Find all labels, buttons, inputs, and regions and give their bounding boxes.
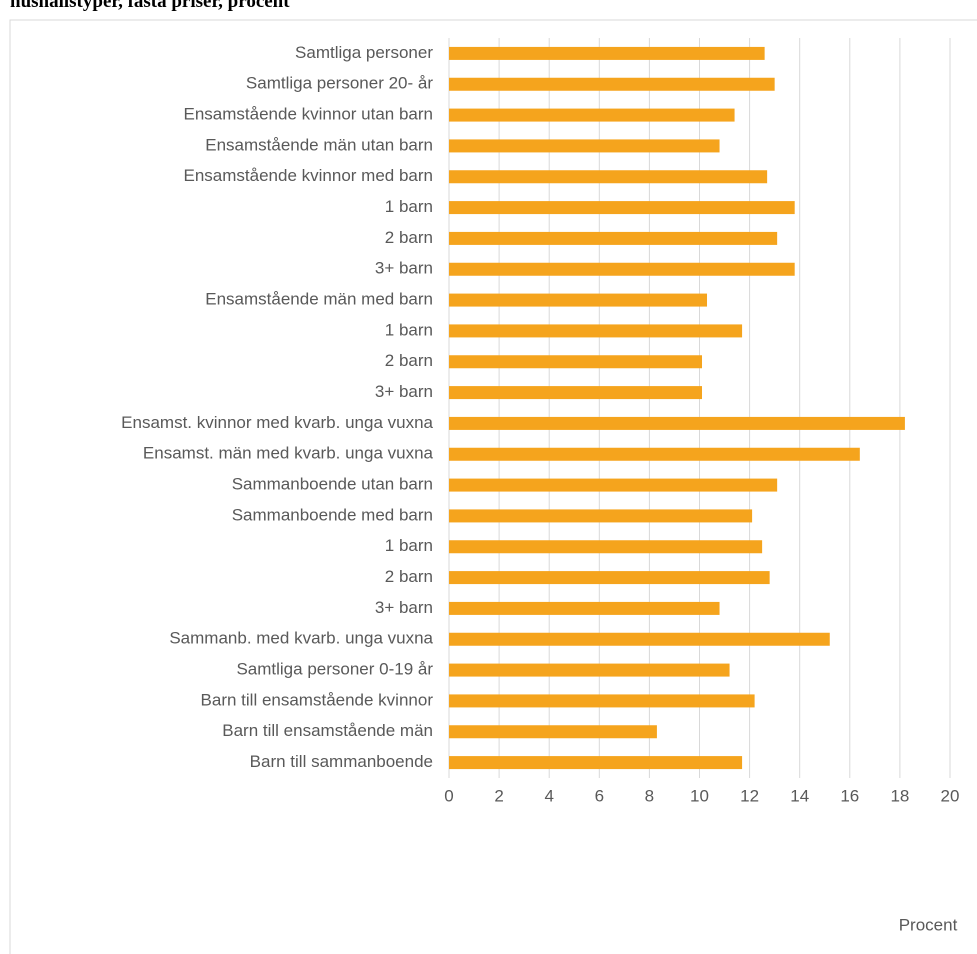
bar bbox=[449, 509, 753, 523]
y-tick-label: Sammanboende utan barn bbox=[232, 475, 433, 494]
bar bbox=[449, 663, 730, 677]
y-tick-label: 2 barn bbox=[385, 567, 433, 586]
y-tick-label: Ensamstående män med barn bbox=[205, 290, 433, 309]
x-tick-label: 4 bbox=[544, 786, 553, 805]
y-tick-label: Sammanboende med barn bbox=[232, 505, 433, 524]
bar bbox=[449, 540, 763, 554]
y-tick-label: Ensamstående kvinnor med barn bbox=[184, 166, 433, 185]
bar bbox=[449, 231, 778, 245]
bar bbox=[449, 571, 770, 585]
x-tick-label: 10 bbox=[690, 786, 709, 805]
x-tick-label: 18 bbox=[890, 786, 909, 805]
y-tick-label: 1 barn bbox=[385, 320, 433, 339]
x-tick-label: 6 bbox=[595, 786, 604, 805]
y-tick-label: 2 barn bbox=[385, 228, 433, 247]
y-tick-label: 1 barn bbox=[385, 536, 433, 555]
bar bbox=[449, 46, 765, 60]
y-tick-label: 3+ barn bbox=[375, 259, 433, 278]
bar bbox=[449, 725, 657, 739]
bar bbox=[449, 201, 795, 215]
x-tick-label: 2 bbox=[494, 786, 503, 805]
bar bbox=[449, 355, 703, 369]
y-tick-label: Samtliga personer bbox=[295, 43, 433, 62]
bar bbox=[449, 632, 830, 646]
x-tick-label: 14 bbox=[790, 786, 809, 805]
y-tick-label: 1 barn bbox=[385, 197, 433, 216]
y-tick-label: Ensamst. kvinnor med kvarb. unga vuxna bbox=[121, 413, 433, 432]
y-tick-label: 2 barn bbox=[385, 351, 433, 370]
bar bbox=[449, 77, 775, 91]
bar bbox=[449, 416, 905, 430]
y-tick-label: Barn till ensamstående män bbox=[222, 721, 433, 740]
x-tick-label: 20 bbox=[941, 786, 960, 805]
y-tick-label: Samtliga personer 20- år bbox=[246, 74, 433, 93]
y-tick-label: Samtliga personer 0-19 år bbox=[236, 660, 433, 679]
x-axis-label: Procent bbox=[899, 915, 958, 934]
bar bbox=[449, 170, 768, 184]
x-tick-label: 8 bbox=[645, 786, 654, 805]
x-tick-label: 0 bbox=[444, 786, 453, 805]
x-tick-label: 12 bbox=[740, 786, 759, 805]
bar bbox=[449, 478, 778, 492]
x-tick-label: 16 bbox=[840, 786, 859, 805]
bar bbox=[449, 293, 708, 307]
chart-title: hushållstyper, fasta priser, procent bbox=[10, 0, 290, 12]
bar bbox=[449, 447, 860, 461]
bar bbox=[449, 108, 735, 122]
bar bbox=[449, 601, 720, 615]
bar bbox=[449, 756, 743, 770]
y-tick-label: 3+ barn bbox=[375, 382, 433, 401]
y-tick-label: Barn till sammanboende bbox=[250, 752, 433, 771]
y-tick-label: 3+ barn bbox=[375, 598, 433, 617]
y-tick-label: Barn till ensamstående kvinnor bbox=[201, 690, 434, 709]
bar bbox=[449, 262, 795, 276]
y-tick-label: Sammanb. med kvarb. unga vuxna bbox=[169, 629, 433, 648]
y-tick-label: Ensamstående kvinnor utan barn bbox=[184, 105, 434, 124]
y-tick-label: Ensamst. män med kvarb. unga vuxna bbox=[143, 444, 434, 463]
bar bbox=[449, 694, 755, 708]
y-tick-label: Ensamstående män utan barn bbox=[205, 135, 433, 154]
bar bbox=[449, 386, 703, 400]
bar bbox=[449, 139, 720, 153]
bar bbox=[449, 324, 743, 338]
